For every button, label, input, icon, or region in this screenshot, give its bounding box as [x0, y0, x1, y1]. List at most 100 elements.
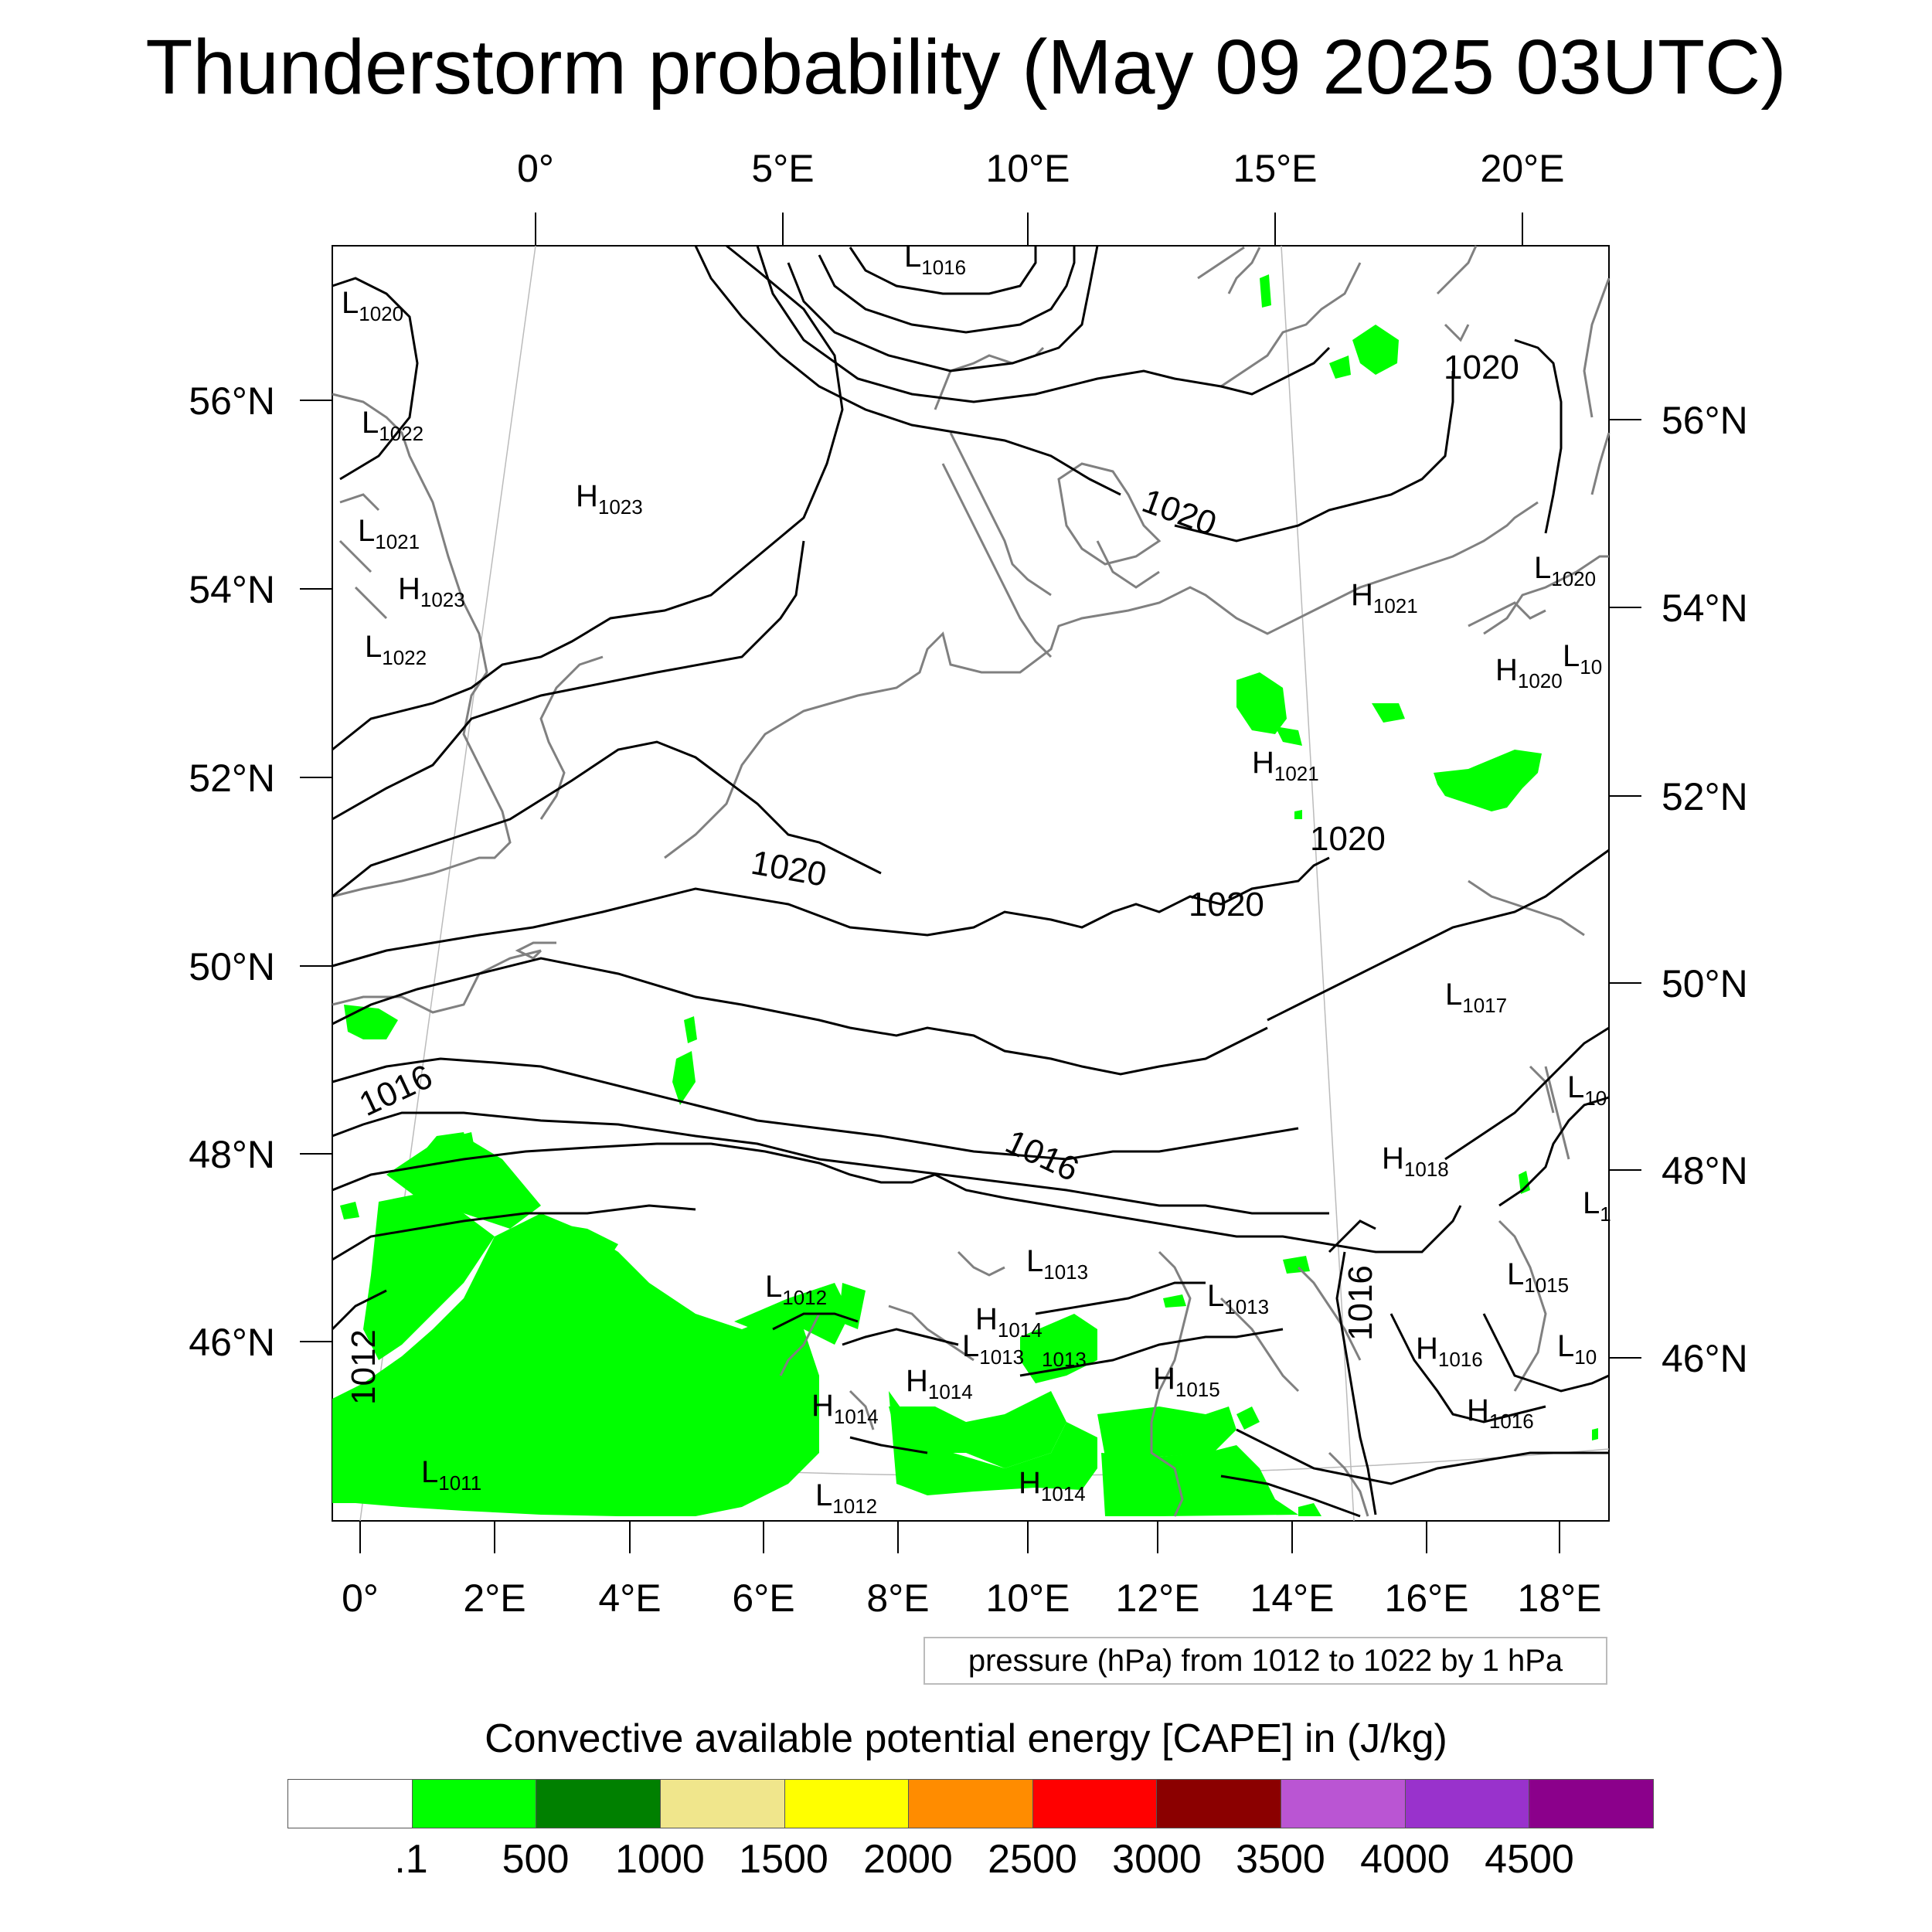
cape-areas [332, 274, 1598, 1516]
pressure-center: H1014 [906, 1364, 973, 1403]
axis-ticks [300, 213, 1641, 1553]
tick-label: 14°E [1250, 1577, 1335, 1620]
colorbar-labels: .1 500 1000 1500 2000 2500 3000 3500 400… [0, 1836, 1932, 1890]
pressure-center: L10 [1567, 1070, 1607, 1110]
tick-label: 56°N [189, 379, 275, 423]
bottom-lon-labels: 0° 2°E 4°E 6°E 8°E 10°E 12°E 14°E 16°E 1… [342, 1577, 1601, 1620]
pressure-center: L1013 [1026, 1244, 1088, 1284]
pressure-center: L1012 [765, 1270, 827, 1309]
colorbar-label: 3500 [1236, 1837, 1325, 1882]
colorbar-label: 4500 [1485, 1837, 1574, 1882]
colorbar-label: 2500 [988, 1837, 1077, 1882]
pressure-center: H1016 [1416, 1332, 1483, 1371]
colorbar-box [288, 1780, 413, 1828]
colorbar-label: 1500 [739, 1837, 828, 1882]
tick-label: 4°E [598, 1577, 661, 1620]
right-lat-labels: 56°N 54°N 52°N 50°N 48°N 46°N [1662, 399, 1748, 1380]
pressure-centers: L1016 L1020 L1022 H1023 L1021 H1023 L102… [342, 240, 1611, 1518]
tick-label: 48°N [1662, 1149, 1748, 1192]
top-lon-labels: 0° 5°E 10°E 15°E 20°E [517, 147, 1564, 190]
pressure-center: H1023 [576, 479, 643, 519]
pressure-center: L1016 [904, 240, 966, 279]
colorbar-label: 500 [502, 1837, 570, 1882]
pressure-center: H1015 [1153, 1362, 1220, 1401]
tick-label: 0° [342, 1577, 379, 1620]
coastlines [332, 245, 1611, 1517]
tick-label: 48°N [189, 1133, 275, 1176]
tick-label: 50°N [1662, 962, 1748, 1005]
pressure-center: L1 [1583, 1186, 1611, 1226]
pressure-center: L1020 [342, 286, 403, 325]
pressure-info-box: pressure (hPa) from 1012 to 1022 by 1 hP… [923, 1637, 1607, 1685]
tick-label: 0° [517, 147, 554, 190]
isobar-label: 1020 [1189, 886, 1264, 923]
isobars [331, 244, 1610, 1518]
pressure-center: L1012 [815, 1478, 877, 1518]
pressure-center: H1020 [1495, 653, 1563, 692]
tick-label: 15°E [1233, 147, 1318, 190]
pressure-center: L1020 [1534, 551, 1596, 590]
pressure-center: H1023 [398, 572, 465, 611]
pressure-center: L10 [1557, 1329, 1597, 1369]
isobar-label: 1020 [1310, 820, 1386, 858]
isobar-label: 1012 [345, 1329, 383, 1405]
tick-label: 5°E [751, 147, 814, 190]
colorbar-box [1032, 1780, 1158, 1828]
tick-label: 6°E [732, 1577, 794, 1620]
pressure-center: H1014 [975, 1302, 1043, 1342]
tick-label: 56°N [1662, 399, 1748, 442]
tick-label: 54°N [189, 568, 275, 611]
colorbar-box [1157, 1780, 1282, 1828]
pressure-center: L1017 [1445, 978, 1507, 1017]
colorbar-box [660, 1780, 785, 1828]
tick-label: 54°N [1662, 587, 1748, 630]
tick-label: 52°N [1662, 775, 1748, 818]
tick-label: 50°N [189, 945, 275, 988]
colorbar-box [412, 1780, 537, 1828]
pressure-center: L1022 [365, 630, 427, 669]
pressure-center: H1021 [1252, 746, 1319, 785]
pressure-center: H1018 [1382, 1141, 1449, 1181]
colorbar-label: 2000 [863, 1837, 953, 1882]
colorbar-box [909, 1780, 1033, 1828]
tick-label: 52°N [189, 757, 275, 800]
colorbar [287, 1779, 1654, 1828]
colorbar-box [1281, 1780, 1406, 1828]
tick-label: 46°N [1662, 1337, 1748, 1380]
tick-label: 12°E [1116, 1577, 1200, 1620]
tick-label: 8°E [866, 1577, 929, 1620]
pressure-center: L1022 [362, 406, 423, 445]
stray-pressure-label: 1013 [1042, 1348, 1087, 1371]
tick-label: 18°E [1518, 1577, 1602, 1620]
pressure-center: L1021 [358, 514, 420, 553]
colorbar-box [784, 1780, 910, 1828]
isobar-label: 1016 [1342, 1265, 1379, 1341]
pressure-center: H1014 [1019, 1466, 1086, 1505]
tick-label: 16°E [1385, 1577, 1469, 1620]
tick-label: 46°N [189, 1321, 275, 1364]
pressure-center: L1013 [962, 1329, 1024, 1369]
legend-title: Convective available potential energy [C… [485, 1716, 1447, 1761]
colorbar-box [1529, 1780, 1654, 1828]
colorbar-label: .1 [394, 1837, 428, 1882]
left-lat-labels: 56°N 54°N 52°N 50°N 48°N 46°N [189, 379, 275, 1364]
colorbar-label: 3000 [1112, 1837, 1202, 1882]
colorbar-box [1405, 1780, 1530, 1828]
colorbar-box [536, 1780, 661, 1828]
pressure-center: L1013 [1207, 1279, 1269, 1318]
tick-label: 20°E [1481, 147, 1565, 190]
colorbar-label: 4000 [1360, 1837, 1450, 1882]
chart-title: Thunderstorm probability (May 09 2025 03… [145, 24, 1787, 111]
pressure-center: L1015 [1507, 1257, 1569, 1297]
pressure-center: L10 [1563, 639, 1602, 679]
pressure-center: H1014 [811, 1389, 879, 1428]
pressure-center: H1021 [1351, 578, 1418, 617]
isobar-label: 1020 [1444, 349, 1519, 386]
tick-label: 2°E [463, 1577, 526, 1620]
pressure-center: L1011 [421, 1455, 481, 1495]
tick-label: 10°E [986, 1577, 1070, 1620]
tick-label: 10°E [986, 147, 1070, 190]
colorbar-label: 1000 [615, 1837, 705, 1882]
pressure-center: H1016 [1467, 1393, 1534, 1433]
